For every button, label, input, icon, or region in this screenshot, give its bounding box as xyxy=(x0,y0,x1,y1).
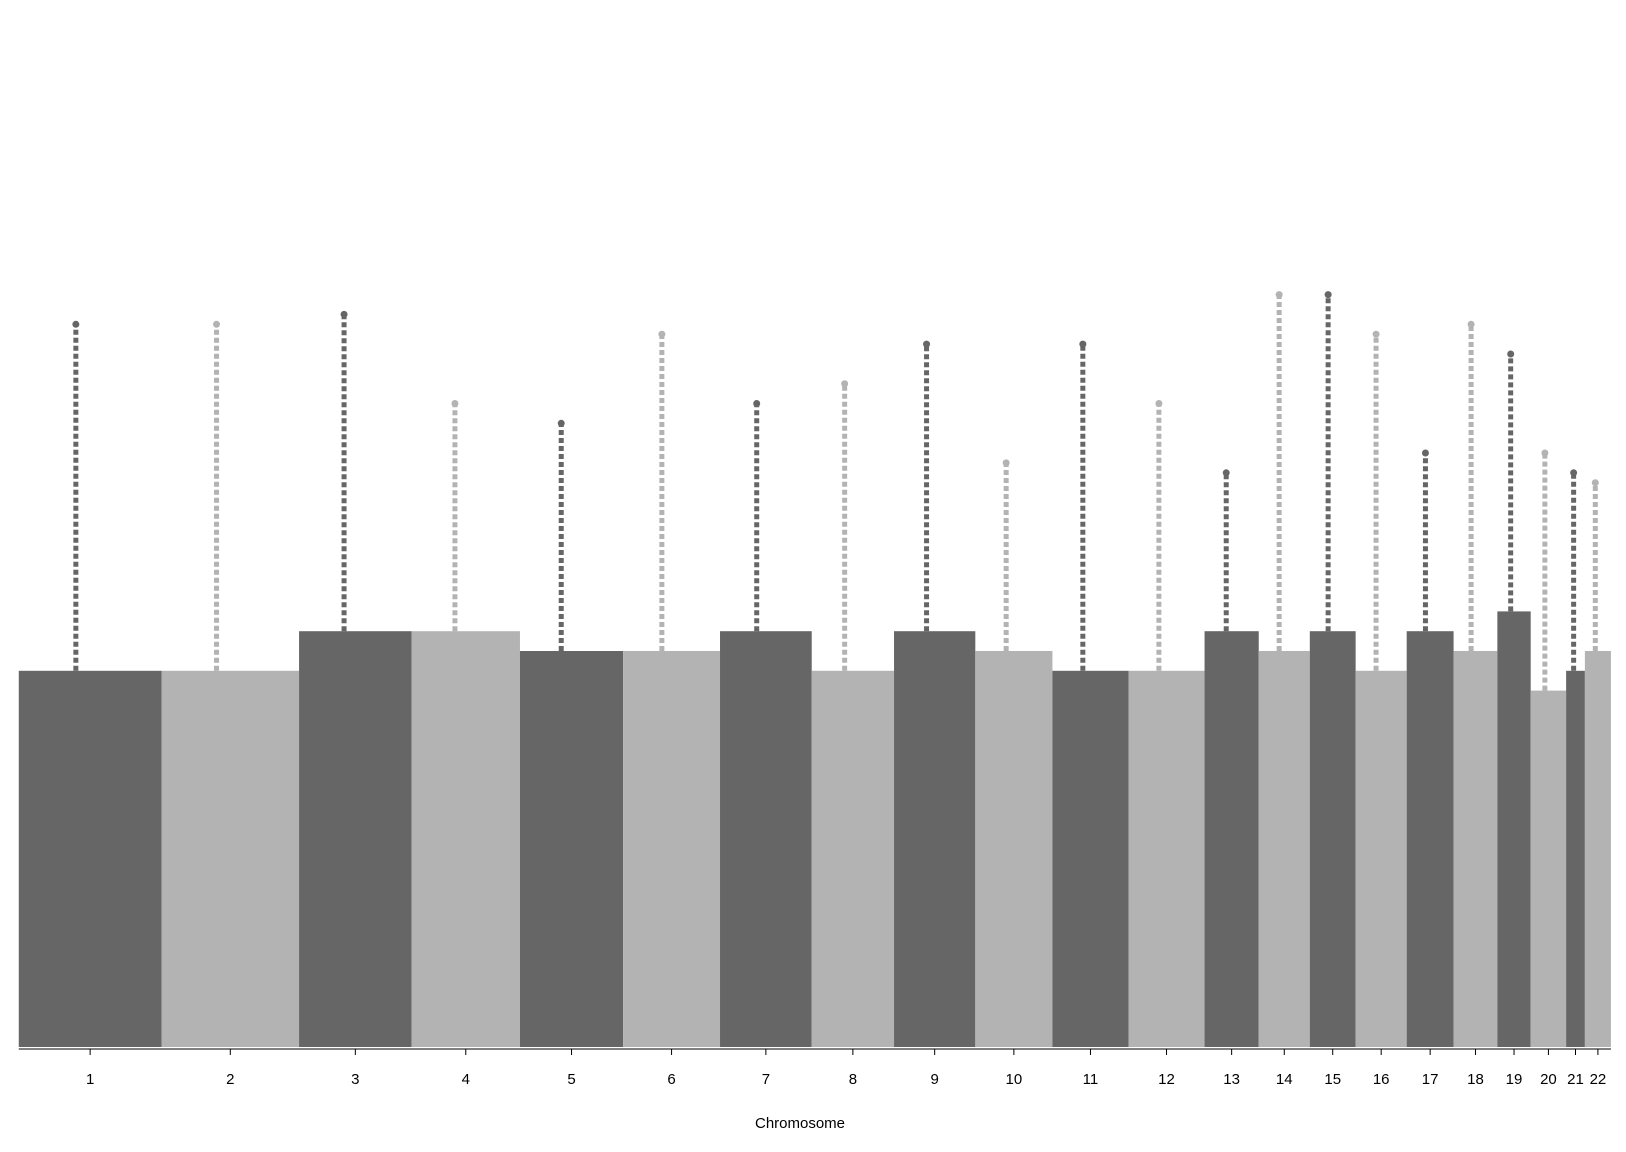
density-band xyxy=(161,670,300,1047)
peak-point xyxy=(1591,479,1599,487)
peak-point xyxy=(1275,291,1283,299)
density-band xyxy=(720,631,812,1047)
peak-point xyxy=(923,340,931,348)
x-tick-label: 16 xyxy=(1373,1071,1390,1088)
peak-point xyxy=(1324,291,1332,299)
density-band xyxy=(1530,690,1567,1047)
peak-point xyxy=(340,310,348,318)
density-band xyxy=(894,631,976,1047)
x-tick-label: 3 xyxy=(351,1071,359,1088)
peak-point xyxy=(1372,330,1380,338)
density-band xyxy=(1355,670,1407,1047)
density-band xyxy=(1406,631,1454,1047)
x-tick-label: 8 xyxy=(849,1071,857,1088)
density-band xyxy=(1309,631,1356,1047)
density-band xyxy=(1052,670,1129,1047)
density-band xyxy=(519,651,624,1047)
density-band xyxy=(1584,651,1611,1047)
x-tick-label: 11 xyxy=(1083,1071,1099,1088)
x-tick-label: 1 xyxy=(86,1071,94,1088)
peak-point xyxy=(1507,350,1515,358)
density-band xyxy=(1453,651,1498,1047)
density-band xyxy=(1128,670,1205,1047)
x-tick-label: 4 xyxy=(462,1071,470,1088)
peak-point xyxy=(72,320,80,328)
peak-point xyxy=(1467,320,1475,328)
x-axis-title: Chromosome xyxy=(755,1115,845,1132)
x-tick-label: 5 xyxy=(567,1071,575,1088)
density-band xyxy=(1497,611,1531,1047)
x-tick-label: 10 xyxy=(1006,1071,1023,1088)
density-band xyxy=(811,670,895,1047)
peak-point xyxy=(1421,449,1429,457)
peak-point xyxy=(1079,340,1087,348)
density-band xyxy=(299,631,412,1047)
peak-point xyxy=(557,419,565,427)
x-tick-label: 15 xyxy=(1324,1071,1341,1088)
peak-point xyxy=(1222,469,1230,477)
density-band xyxy=(1204,631,1259,1047)
peak-point xyxy=(213,320,221,328)
peak-point xyxy=(658,330,666,338)
x-tick-label: 6 xyxy=(667,1071,675,1088)
x-tick-label: 19 xyxy=(1506,1071,1523,1088)
density-band xyxy=(623,651,721,1047)
x-tick-label: 9 xyxy=(931,1071,939,1088)
peak-point xyxy=(1002,459,1010,467)
x-tick-label: 17 xyxy=(1422,1071,1439,1088)
x-tick-label: 20 xyxy=(1540,1071,1557,1088)
peak-point xyxy=(841,380,849,388)
x-tick-label: 7 xyxy=(762,1071,770,1088)
x-tick-label: 13 xyxy=(1223,1071,1240,1088)
x-tick-label: 18 xyxy=(1467,1071,1484,1088)
peak-point xyxy=(1570,469,1578,477)
density-band xyxy=(18,670,162,1047)
density-band xyxy=(975,651,1053,1047)
x-tick-label: 2 xyxy=(226,1071,234,1088)
x-tick-label: 14 xyxy=(1276,1071,1293,1088)
peak-point xyxy=(451,400,459,407)
peak-point xyxy=(1155,400,1163,407)
density-band xyxy=(1566,670,1585,1047)
density-band xyxy=(1258,651,1310,1047)
peak-point xyxy=(753,400,761,407)
density-band xyxy=(411,631,520,1047)
x-tick-label: 22 xyxy=(1590,1071,1607,1088)
x-tick-label: 21 xyxy=(1567,1071,1584,1088)
x-tick-label: 12 xyxy=(1158,1071,1175,1088)
peak-point xyxy=(1541,449,1549,457)
